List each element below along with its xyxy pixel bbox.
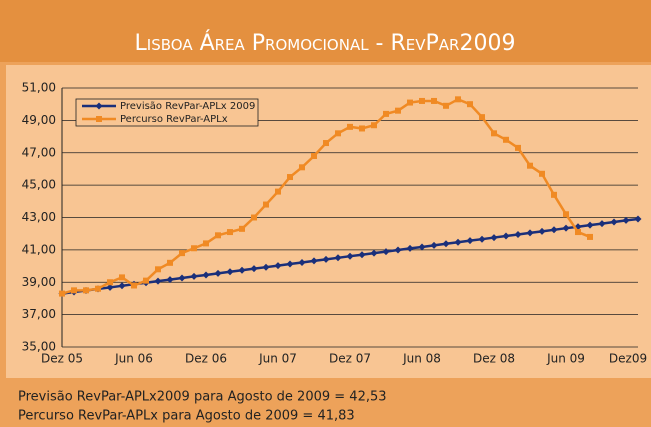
- data-point: [563, 211, 569, 217]
- data-point: [551, 192, 557, 198]
- data-point: [479, 114, 485, 120]
- data-point: [395, 108, 401, 114]
- y-tick-label: 41,00: [22, 242, 56, 256]
- data-point: [515, 145, 521, 151]
- data-point: [419, 98, 425, 104]
- data-point: [59, 291, 65, 297]
- data-point: [119, 274, 125, 280]
- slide: Lisboa Área Promocional - RevPar2009 Pre…: [0, 0, 651, 427]
- data-point: [383, 111, 389, 117]
- x-tick-label: Dez 05: [41, 352, 83, 366]
- legend-label: Percurso RevPar-APLx: [120, 114, 228, 125]
- x-tick-label: Jun 06: [114, 352, 153, 366]
- data-point: [179, 250, 185, 256]
- annotation: Percurso RevPar-APLx para Agosto de 2009…: [18, 409, 355, 424]
- data-point: [335, 130, 341, 136]
- y-tick-label: 51,00: [22, 81, 56, 95]
- x-tick-label: Dez 06: [185, 352, 227, 366]
- data-point: [575, 229, 581, 235]
- data-point: [311, 153, 317, 159]
- data-point: [131, 282, 137, 288]
- data-point: [275, 189, 281, 195]
- data-point: [239, 226, 245, 232]
- y-tick-label: 49,00: [22, 113, 56, 127]
- data-point: [503, 137, 509, 143]
- x-tick-label: Dez09: [609, 352, 647, 366]
- data-point: [299, 164, 305, 170]
- data-point: [347, 124, 353, 130]
- data-point: [215, 232, 221, 238]
- data-point: [95, 286, 101, 292]
- x-tick-label: Jun 09: [546, 352, 585, 366]
- data-point: [167, 260, 173, 266]
- data-point: [107, 279, 113, 285]
- data-point: [359, 125, 365, 131]
- x-tick-label: Dez 07: [329, 352, 371, 366]
- data-point: [527, 163, 533, 169]
- y-tick-label: 47,00: [22, 145, 56, 159]
- data-point: [155, 266, 161, 272]
- data-point: [287, 174, 293, 180]
- legend-marker: [96, 116, 102, 122]
- y-tick-label: 39,00: [22, 275, 56, 289]
- legend-label: Previsão RevPar-APLx 2009: [120, 101, 255, 112]
- data-point: [143, 278, 149, 284]
- data-point: [263, 202, 269, 208]
- x-tick-label: Jun 07: [258, 352, 297, 366]
- chart-title: Lisboa Área Promocional - RevPar2009: [135, 30, 516, 56]
- data-point: [251, 215, 257, 221]
- x-tick-label: Jun 08: [402, 352, 441, 366]
- y-tick-label: 45,00: [22, 178, 56, 192]
- data-point: [371, 122, 377, 128]
- data-point: [83, 287, 89, 293]
- data-point: [407, 100, 413, 106]
- data-point: [323, 140, 329, 146]
- data-point: [227, 229, 233, 235]
- data-point: [203, 240, 209, 246]
- data-point: [539, 171, 545, 177]
- data-point: [587, 234, 593, 240]
- data-point: [491, 130, 497, 136]
- x-tick-label: Dez 08: [473, 352, 515, 366]
- data-point: [191, 245, 197, 251]
- data-point: [455, 96, 461, 102]
- annotation: Previsão RevPar-APLx2009 para Agosto de …: [18, 390, 387, 405]
- y-tick-label: 37,00: [22, 307, 56, 321]
- data-point: [431, 98, 437, 104]
- data-point: [71, 287, 77, 293]
- data-point: [443, 103, 449, 109]
- data-point: [467, 101, 473, 107]
- y-tick-label: 43,00: [22, 210, 56, 224]
